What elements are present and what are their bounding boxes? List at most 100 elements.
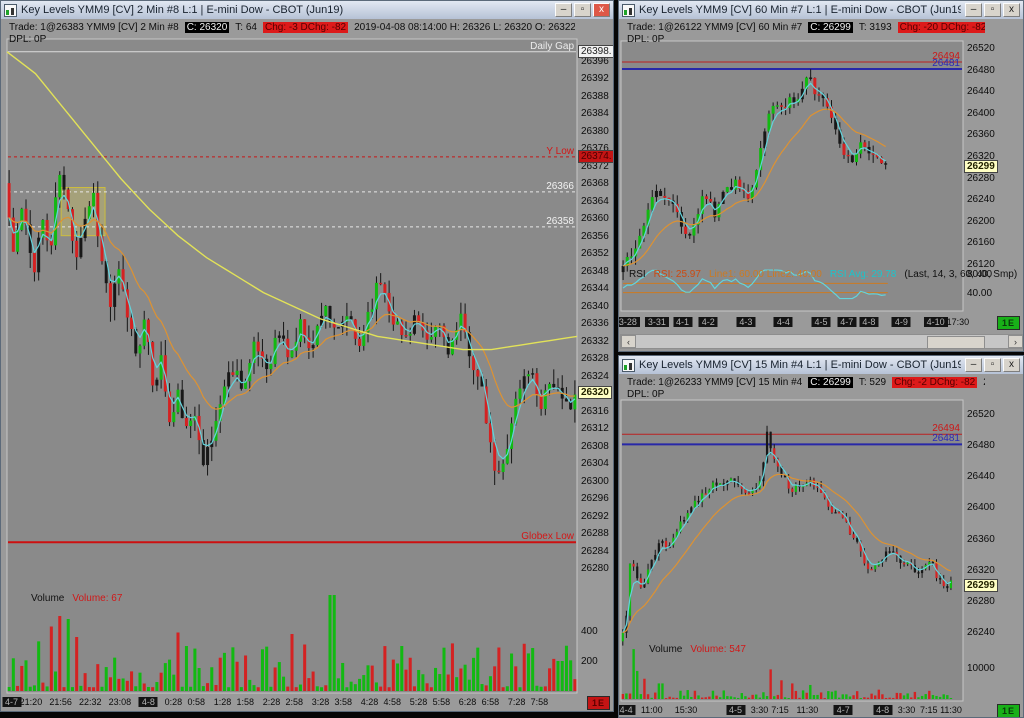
volume-bar — [625, 693, 628, 699]
chart-plot-area[interactable] — [620, 399, 964, 702]
volume-bar — [819, 692, 823, 699]
chart-window-60min[interactable]: Key Levels YMM9 [CV] 60 Min #7 L:1 | E-m… — [618, 0, 1024, 352]
volume-bar — [260, 649, 264, 691]
candle-body — [842, 143, 846, 155]
candle-body — [841, 512, 844, 518]
scroll-right-button[interactable]: › — [1008, 335, 1023, 348]
date-axis-badge: 4-5 — [726, 705, 746, 715]
key-level-label: Y Low — [546, 145, 574, 157]
candle-body — [688, 233, 692, 236]
time-axis[interactable]: 3-28 3-31 4-1 4-2 4-3 4-4 4-5 4-7 4-8 4-9 4-10 17:3… — [619, 317, 1023, 330]
volume-bar — [96, 664, 100, 691]
candle-body — [709, 198, 713, 202]
volume-bar — [231, 647, 235, 691]
minimize-button[interactable]: – — [555, 3, 572, 17]
volume-bar — [184, 646, 188, 691]
window-titlebar[interactable]: Key Levels YMM9 [CV] 60 Min #7 L:1 | E-m… — [619, 1, 1023, 19]
chart-plot-area[interactable] — [620, 40, 964, 312]
candle-body — [201, 440, 205, 466]
price-tick-label: 26348 — [581, 265, 609, 277]
volume-bar — [531, 647, 535, 691]
candle-body — [715, 482, 718, 486]
candle-body — [800, 88, 804, 100]
candle-body — [459, 313, 463, 331]
price-tick-label: 26388 — [581, 90, 609, 102]
candle-body — [838, 129, 842, 144]
candle-body — [104, 261, 108, 284]
volume-bar — [218, 657, 222, 691]
volume-bar — [895, 692, 899, 699]
time-axis[interactable]: 4-4 11:00 15:30 4-5 3:30 7:15 11:30 4-7 4-8 3:30 7… — [619, 705, 1023, 717]
candle-body — [769, 431, 772, 449]
candle-body — [650, 197, 654, 210]
candle-body — [425, 330, 429, 340]
candle-body — [884, 163, 888, 165]
candle-body — [32, 252, 36, 273]
close-button[interactable]: x — [593, 3, 610, 17]
candle-body — [404, 335, 408, 337]
volume-bar — [497, 647, 501, 691]
volume-bar — [303, 644, 307, 691]
close-button[interactable]: x — [1003, 3, 1020, 17]
volume-bar — [463, 664, 467, 691]
horizontal-scrollbar[interactable]: ‹ › — [620, 334, 1023, 349]
price-tick-label: 26324 — [581, 370, 609, 382]
time-axis[interactable]: 4-7 21:20 21:56 22:32 23:08 4-8 0:28 0:58 1:28 1:… — [1, 697, 613, 710]
volume-bar — [180, 686, 184, 691]
volume-bar — [58, 616, 62, 691]
candle-body — [639, 578, 642, 588]
volume-bar — [769, 669, 772, 699]
volume-bar — [949, 698, 953, 699]
trade-header-row: Trade: 1@26122 YMM9 [CV] 60 Min #7 C: 262… — [627, 22, 985, 33]
close-button[interactable]: x — [1003, 358, 1020, 372]
volume-bar — [755, 694, 758, 699]
candle-body — [697, 500, 700, 503]
volume-bar — [467, 679, 471, 691]
key-level-label: 26481 — [932, 58, 960, 70]
time-axis-label: 6:58 — [481, 697, 500, 707]
chart-body[interactable]: Trade: 1@26383 YMM9 [CV] 2 Min #8 C: 2632… — [1, 1, 613, 711]
trade-info-text: T: 64 — [235, 22, 257, 33]
maximize-button[interactable]: ▫ — [984, 358, 1001, 372]
volume-bar — [726, 696, 729, 699]
candle-body — [629, 256, 633, 258]
candle-body — [704, 196, 708, 199]
chart-plot-area[interactable] — [6, 38, 578, 694]
window-titlebar[interactable]: Key Levels YMM9 [CV] 15 Min #4 L:1 | E-m… — [619, 356, 1023, 374]
minimize-button[interactable]: – — [965, 358, 982, 372]
volume-bar — [715, 695, 718, 699]
maximize-button[interactable]: ▫ — [574, 3, 591, 17]
volume-bar — [888, 697, 891, 699]
candle-body — [493, 442, 497, 471]
volume-bar — [459, 668, 463, 691]
volume-bar — [722, 690, 725, 699]
date-axis-badge: 4-5 — [811, 317, 831, 327]
volume-bar — [286, 686, 290, 691]
volume-bar — [564, 645, 568, 691]
candle-body — [816, 486, 819, 488]
maximize-button[interactable]: ▫ — [984, 3, 1001, 17]
volume-bar — [400, 646, 404, 691]
volume-header-text: Volume: 67 — [72, 593, 123, 604]
key-level-scale-box: 26374. — [578, 149, 613, 163]
chart-window-2min[interactable]: Key Levels YMM9 [CV] 2 Min #8 L:1 | E-mi… — [0, 0, 614, 712]
key-level-label: 26358 — [546, 215, 574, 227]
volume-bar — [20, 665, 24, 691]
date-axis-badge: 3-31 — [644, 317, 669, 327]
volume-bar — [425, 683, 429, 691]
chart-window-15min[interactable]: Key Levels YMM9 [CV] 15 Min #4 L:1 | E-m… — [618, 355, 1024, 718]
volume-bar — [370, 665, 374, 691]
chart-body[interactable]: Trade: 1@26233 YMM9 [CV] 15 Min #4 C: 262… — [619, 356, 1023, 717]
window-titlebar[interactable]: Key Levels YMM9 [CV] 2 Min #8 L:1 | E-mi… — [1, 1, 613, 19]
scroll-left-button[interactable]: ‹ — [621, 335, 636, 348]
rsi-header-text: Line1: 60.00 Line2: 40.00 — [708, 269, 822, 280]
date-axis-badge: 4-7 — [2, 697, 22, 707]
candle-body — [539, 393, 543, 409]
minimize-button[interactable]: – — [965, 3, 982, 17]
chart-body[interactable]: Trade: 1@26122 YMM9 [CV] 60 Min #7 C: 262… — [619, 1, 1023, 351]
candle-body — [708, 489, 711, 494]
candle-body — [320, 315, 324, 326]
candle-body — [543, 390, 547, 409]
scrollbar-thumb[interactable] — [927, 336, 985, 349]
candle-body — [661, 540, 664, 544]
